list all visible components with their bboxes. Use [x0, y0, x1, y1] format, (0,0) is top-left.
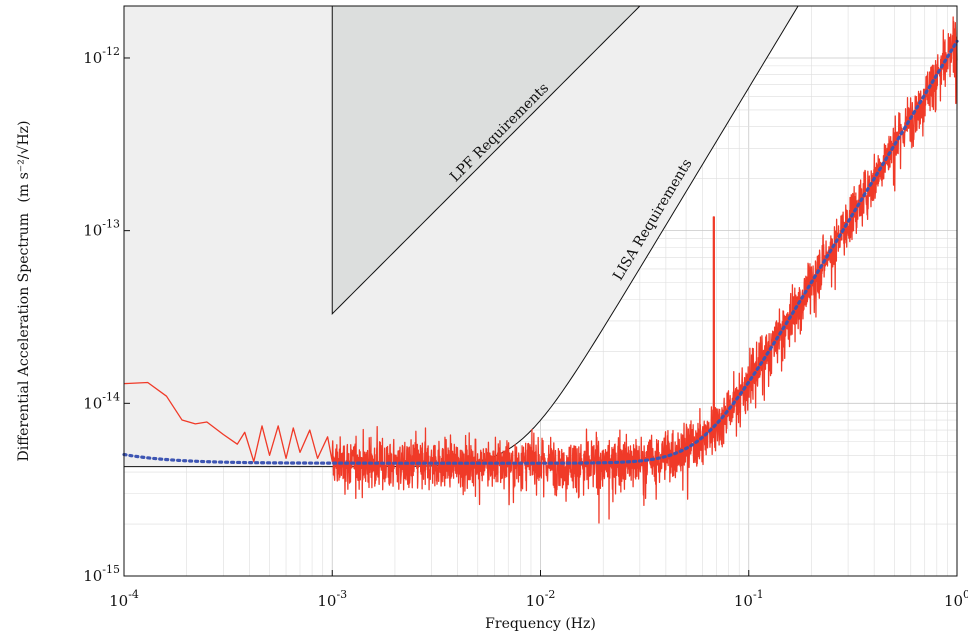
x-tick-label: 10-4	[109, 588, 139, 610]
x-tick-label-base: 10	[109, 592, 128, 610]
x-tick-label-exponent: 0	[963, 588, 968, 601]
requirement-regions	[123, 5, 799, 468]
x-tick-label-exponent: -2	[545, 588, 556, 601]
x-tick-label-exponent: -1	[753, 588, 764, 601]
y-axis-title-text: Differential Acceleration Spectrum	[16, 213, 32, 461]
y-axis-title-units: (m s⁻²/√Hz)	[16, 121, 32, 203]
data-series	[122, 16, 959, 524]
y-tick-label-exponent: -13	[102, 218, 120, 231]
y-tick-label: 10-15	[83, 563, 120, 585]
y-tick-label-exponent: -15	[102, 563, 120, 576]
x-tick-label: 10-3	[317, 588, 347, 610]
y-tick-label-base: 10	[83, 394, 102, 412]
x-tick-label: 10-2	[526, 588, 556, 610]
x-tick-label: 100	[944, 588, 968, 610]
y-tick-label-base: 10	[83, 567, 102, 585]
x-tick-label-base: 10	[317, 592, 336, 610]
x-tick-label-base: 10	[944, 592, 963, 610]
y-tick-label-base: 10	[83, 49, 102, 67]
x-tick-label-base: 10	[734, 592, 753, 610]
y-tick-label-exponent: -14	[102, 390, 120, 403]
x-tick-label-base: 10	[526, 592, 545, 610]
y-tick-label-exponent: -12	[102, 45, 120, 58]
x-tick-label-exponent: -3	[336, 588, 347, 601]
y-tick-label: 10-14	[83, 390, 120, 412]
x-tick-label: 10-1	[734, 588, 764, 610]
y-tick-label-base: 10	[83, 222, 102, 240]
x-axis-title: Frequency (Hz)	[485, 616, 596, 632]
lpf-requirements-region	[331, 5, 642, 316]
y-tick-label: 10-13	[83, 218, 120, 240]
y-axis-title: Differential Acceleration Spectrum (m s⁻…	[16, 121, 32, 462]
y-tick-label: 10-12	[83, 45, 120, 67]
model-fit-line	[122, 39, 959, 465]
x-tick-label-exponent: -4	[128, 588, 139, 601]
